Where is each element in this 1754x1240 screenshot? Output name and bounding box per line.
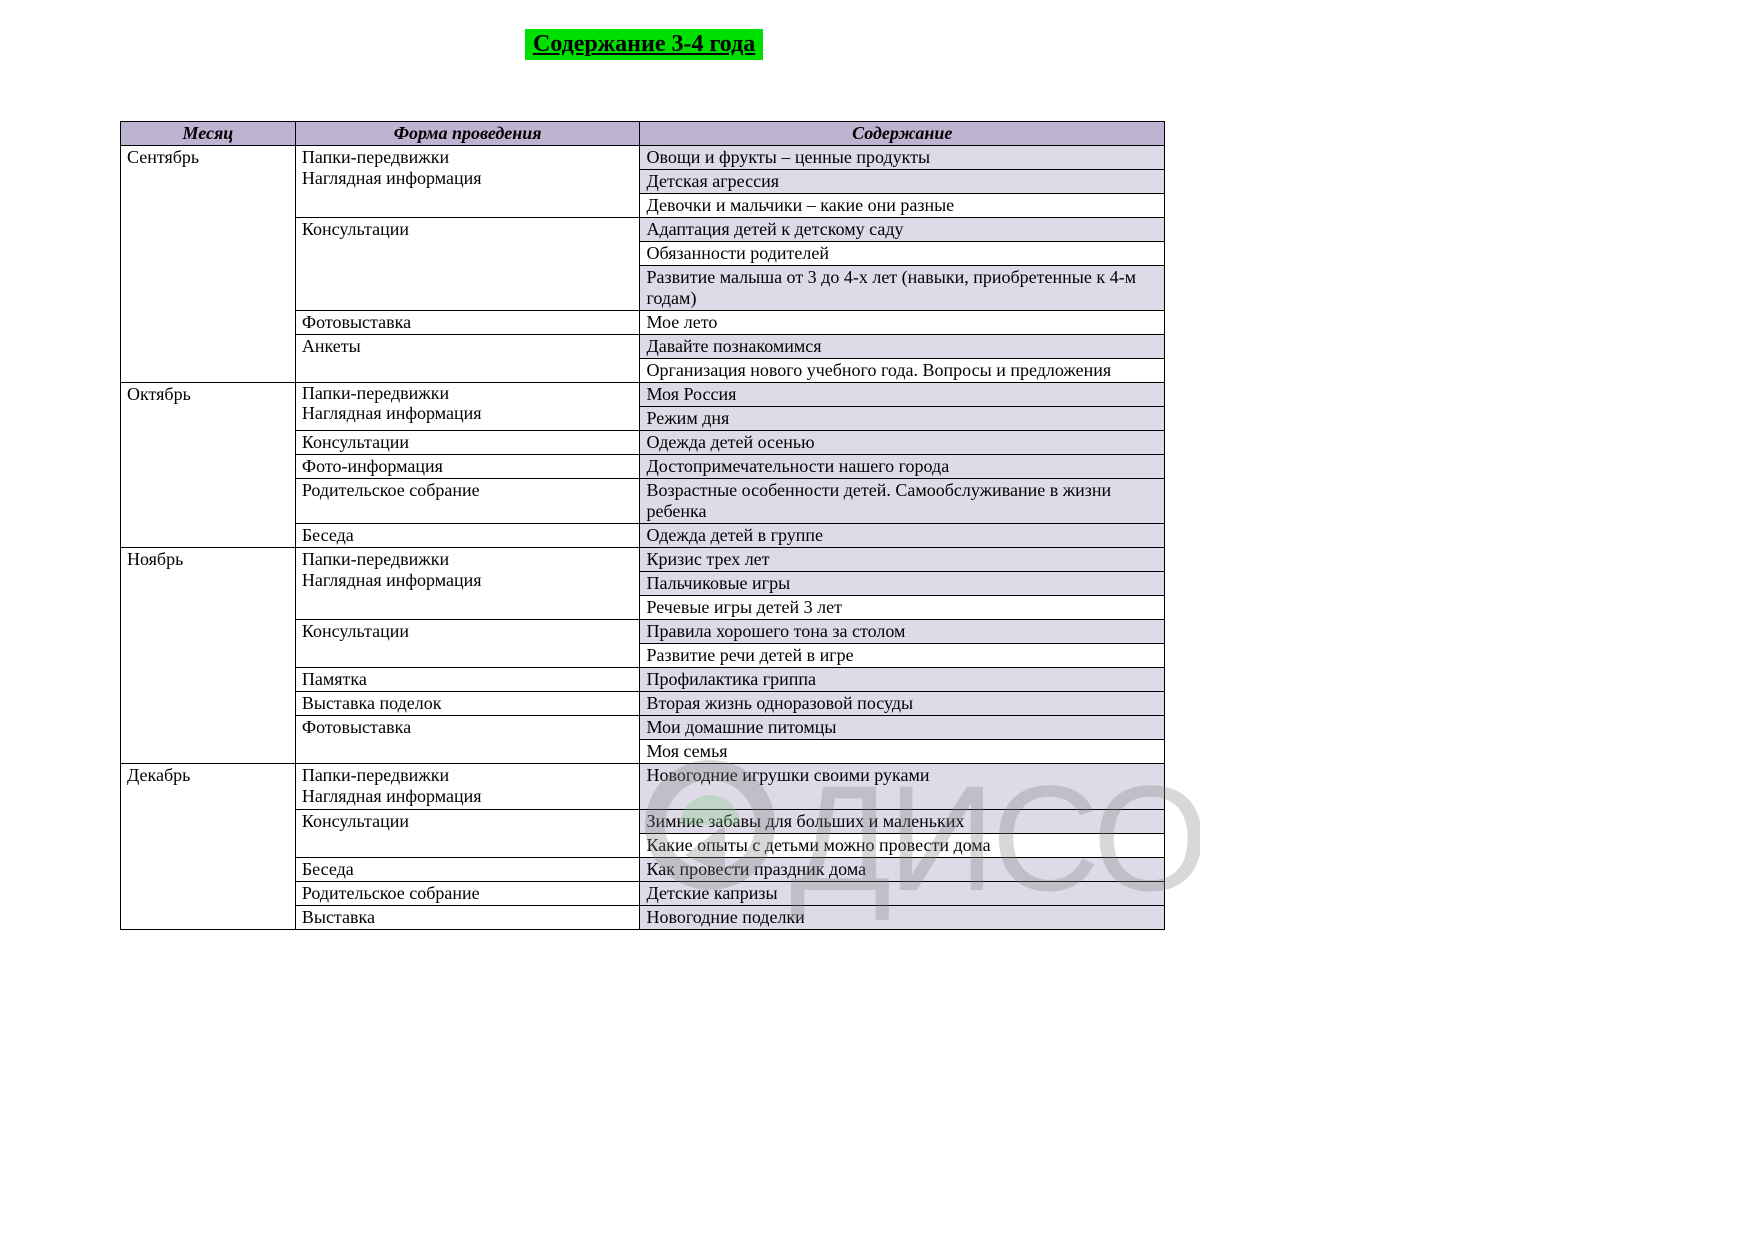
content-cell: Правила хорошего тона за столом	[640, 620, 1165, 644]
content-cell: Развитие малыша от 3 до 4-х лет (навыки,…	[640, 266, 1165, 311]
form-cell: Анкеты	[295, 335, 640, 383]
content-cell: Обязанности родителей	[640, 242, 1165, 266]
form-cell: Консультации	[295, 810, 640, 858]
content-cell: Детские капризы	[640, 882, 1165, 906]
form-cell: Родительское собрание	[295, 479, 640, 524]
content-cell: Детская агрессия	[640, 170, 1165, 194]
form-cell: Консультации	[295, 431, 640, 455]
form-cell: Памятка	[295, 668, 640, 692]
content-cell: Новогодние игрушки своими руками	[640, 764, 1165, 810]
form-cell: Консультации	[295, 620, 640, 668]
content-cell: Профилактика гриппа	[640, 668, 1165, 692]
page-title: Содержание 3-4 года	[525, 29, 763, 60]
content-cell: Моя Россия	[640, 383, 1165, 407]
content-cell: Развитие речи детей в игре	[640, 644, 1165, 668]
form-cell: Папки-передвижкиНаглядная информация	[295, 383, 640, 431]
form-cell: Папки-передвижкиНаглядная информация	[295, 548, 640, 620]
month-cell: Ноябрь	[121, 548, 296, 764]
content-cell: Давайте познакомимся	[640, 335, 1165, 359]
form-cell: Выставка поделок	[295, 692, 640, 716]
form-cell: Консультации	[295, 218, 640, 311]
header-content: Содержание	[640, 122, 1165, 146]
content-cell: Мои домашние питомцы	[640, 716, 1165, 740]
content-cell: Как провести праздник дома	[640, 858, 1165, 882]
content-table: Месяц Форма проведения Содержание Сентяб…	[120, 121, 1165, 930]
form-cell: Папки-передвижкиНаглядная информация	[295, 146, 640, 218]
content-cell: Одежда детей в группе	[640, 524, 1165, 548]
content-cell: Режим дня	[640, 407, 1165, 431]
form-cell: Папки-передвижкиНаглядная информация	[295, 764, 640, 810]
table-row: НоябрьПапки-передвижкиНаглядная информац…	[121, 548, 1165, 572]
form-cell: Фотовыставка	[295, 716, 640, 764]
content-cell: Адаптация детей к детскому саду	[640, 218, 1165, 242]
table-row: ДекабрьПапки-передвижкиНаглядная информа…	[121, 764, 1165, 810]
content-cell: Какие опыты с детьми можно провести дома	[640, 834, 1165, 858]
month-cell: Октябрь	[121, 383, 296, 548]
table-header-row: Месяц Форма проведения Содержание	[121, 122, 1165, 146]
table-row: СентябрьПапки-передвижкиНаглядная информ…	[121, 146, 1165, 170]
month-cell: Декабрь	[121, 764, 296, 930]
header-form: Форма проведения	[295, 122, 640, 146]
content-cell: Новогодние поделки	[640, 906, 1165, 930]
form-cell: Родительское собрание	[295, 882, 640, 906]
form-cell: Выставка	[295, 906, 640, 930]
form-cell: Беседа	[295, 524, 640, 548]
form-cell: Фото-информация	[295, 455, 640, 479]
content-cell: Девочки и мальчики – какие они разные	[640, 194, 1165, 218]
content-cell: Овощи и фрукты – ценные продукты	[640, 146, 1165, 170]
table-row: ОктябрьПапки-передвижкиНаглядная информа…	[121, 383, 1165, 407]
content-cell: Пальчиковые игры	[640, 572, 1165, 596]
content-table-wrapper: Месяц Форма проведения Содержание Сентяб…	[120, 121, 1165, 930]
content-cell: Зимние забавы для больших и маленьких	[640, 810, 1165, 834]
month-cell: Сентябрь	[121, 146, 296, 383]
content-cell: Вторая жизнь одноразовой посуды	[640, 692, 1165, 716]
form-cell: Беседа	[295, 858, 640, 882]
content-cell: Мое лето	[640, 311, 1165, 335]
form-cell: Фотовыставка	[295, 311, 640, 335]
content-cell: Достопримечательности нашего города	[640, 455, 1165, 479]
content-cell: Одежда детей осенью	[640, 431, 1165, 455]
content-cell: Кризис трех лет	[640, 548, 1165, 572]
content-cell: Возрастные особенности детей. Самообслуж…	[640, 479, 1165, 524]
header-month: Месяц	[121, 122, 296, 146]
content-cell: Речевые игры детей 3 лет	[640, 596, 1165, 620]
content-cell: Организация нового учебного года. Вопрос…	[640, 359, 1165, 383]
content-cell: Моя семья	[640, 740, 1165, 764]
